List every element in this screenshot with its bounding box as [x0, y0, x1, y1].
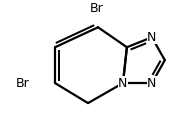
- Text: N: N: [147, 31, 157, 44]
- Text: N: N: [147, 77, 157, 90]
- Text: N: N: [118, 77, 128, 90]
- Text: Br: Br: [90, 2, 104, 15]
- Text: Br: Br: [15, 77, 29, 90]
